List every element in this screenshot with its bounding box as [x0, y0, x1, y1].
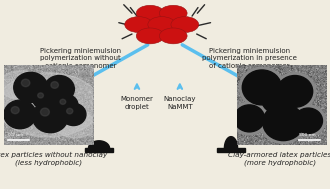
Text: Nanoclay
NaMMT: Nanoclay NaMMT: [164, 96, 196, 110]
Circle shape: [262, 88, 290, 113]
Circle shape: [44, 76, 74, 102]
Circle shape: [171, 17, 199, 33]
Circle shape: [263, 104, 304, 141]
Circle shape: [231, 102, 268, 135]
Polygon shape: [0, 71, 45, 99]
Bar: [85, 148, 113, 152]
Bar: [217, 148, 245, 152]
Circle shape: [136, 5, 164, 21]
Circle shape: [274, 73, 316, 110]
Circle shape: [159, 28, 187, 44]
Circle shape: [38, 93, 44, 98]
Circle shape: [4, 100, 36, 129]
Circle shape: [32, 101, 68, 133]
Circle shape: [294, 108, 322, 133]
Circle shape: [14, 72, 48, 102]
Text: Clay-armored latex particles
(more hydrophobic): Clay-armored latex particles (more hydro…: [228, 152, 330, 166]
Circle shape: [55, 94, 78, 115]
Text: 0.2 μm: 0.2 μm: [8, 133, 23, 137]
Polygon shape: [88, 141, 110, 148]
Circle shape: [51, 82, 58, 88]
Circle shape: [260, 101, 307, 143]
Circle shape: [239, 67, 284, 108]
Circle shape: [242, 70, 281, 105]
Circle shape: [125, 17, 152, 33]
Polygon shape: [0, 73, 101, 137]
Circle shape: [32, 88, 56, 109]
Circle shape: [259, 85, 293, 116]
Text: latex particles without nanoclay
(less hydrophobic): latex particles without nanoclay (less h…: [0, 152, 107, 166]
Circle shape: [21, 79, 30, 87]
Circle shape: [234, 105, 265, 132]
Circle shape: [60, 99, 66, 104]
Circle shape: [148, 17, 176, 33]
Circle shape: [67, 108, 73, 114]
Text: 500 nm: 500 nm: [299, 133, 316, 137]
Circle shape: [291, 105, 326, 136]
Circle shape: [159, 5, 187, 21]
Text: Pickering miniemulsion
polymerization in presence
of cationic comonomer: Pickering miniemulsion polymerization in…: [202, 48, 297, 69]
Circle shape: [41, 108, 49, 116]
Circle shape: [136, 28, 164, 44]
Text: Monomer
droplet: Monomer droplet: [120, 96, 153, 110]
Circle shape: [277, 76, 313, 107]
Circle shape: [61, 103, 86, 125]
Circle shape: [11, 107, 19, 114]
Text: Pickering miniemulsion
polymerization without
cationic comonomer: Pickering miniemulsion polymerization wi…: [40, 48, 121, 69]
Polygon shape: [54, 112, 96, 138]
Polygon shape: [224, 137, 238, 148]
